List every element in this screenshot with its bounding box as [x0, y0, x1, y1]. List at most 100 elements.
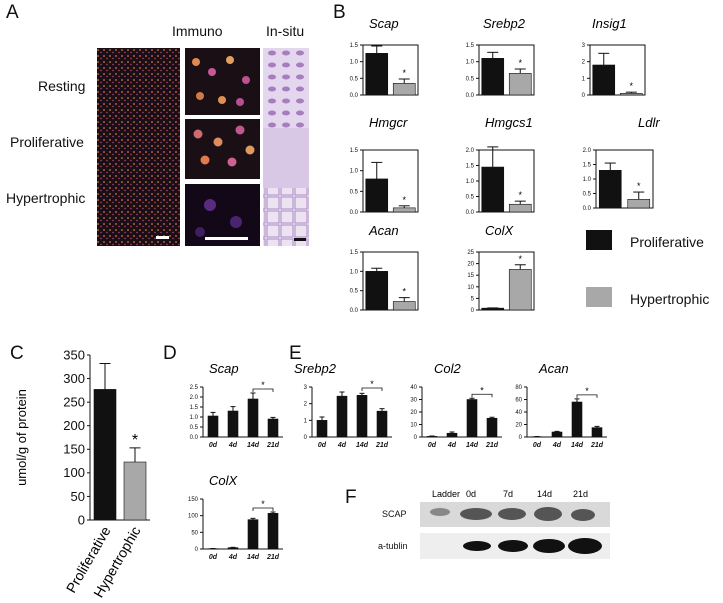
- colx_d-ytick-label: 100: [188, 514, 199, 520]
- colx_d-ytick-label: 50: [191, 530, 198, 536]
- srebp2_e-significance-star: *: [370, 379, 374, 389]
- colx_b-title: ColX: [485, 223, 515, 238]
- chart-scap-b: Scap 0.0 0.5 1.0 1.5 *: [350, 16, 419, 99]
- cholesterol_c-ytick-label: 100: [63, 465, 85, 480]
- row-label-hypertrophic: Hypertrophic: [6, 190, 86, 206]
- legend-label-proliferative: Proliferative: [630, 234, 704, 250]
- western-blot: Ladder 0d 7d 14d 21d: [420, 489, 610, 559]
- acan_b-ytick-label: 0.0: [350, 308, 359, 314]
- colx_d-ytick-label: 0: [195, 547, 199, 553]
- chart-acan-e: Acan 0 20 40 60 80 0d 4d 14d 21d *: [515, 361, 607, 449]
- colx_d-xtick-4d: 4d: [228, 554, 238, 561]
- hmgcr_b-frame: [362, 149, 419, 213]
- cholesterol_c-ytick-label: 50: [71, 489, 85, 504]
- cholesterol_c-significance-star: *: [132, 432, 138, 449]
- insig1_b-ytick-label: 0: [582, 93, 586, 99]
- hmgcs1_b-ytick-label: 2.0: [466, 148, 475, 154]
- insig1_b-significance-star: *: [629, 81, 633, 91]
- acan_e-bar-4d: [551, 431, 563, 438]
- scap_b-ytick-label: 0.5: [350, 76, 359, 82]
- srebp2_b-bar-proliferative: [481, 58, 505, 96]
- acan_b-title: Acan: [368, 223, 399, 238]
- ldlr_b-bar-hypertrophic: [627, 199, 651, 209]
- srebp2_e-ytick-label: 3: [304, 385, 308, 391]
- insig1_b-ytick-label: 2: [582, 60, 586, 66]
- srebp2_e-bar-21d: [376, 410, 388, 438]
- hmgcr_b-ytick-label: 1.5: [350, 148, 359, 154]
- hmgcs1_b-title: Hmgcs1: [485, 115, 533, 130]
- srebp2_e-ytick-label: 2: [304, 402, 308, 408]
- srebp2_e-bar-0d: [316, 420, 328, 438]
- acan_e-xtick-21d: 21d: [590, 442, 604, 449]
- srebp2_e-bar-14d: [356, 395, 368, 438]
- insig1_b-ytick-label: 1: [582, 76, 586, 82]
- chart-srebp2-e: Srebp2 0 1 2 3 0d 4d 14d 21d *: [294, 361, 392, 449]
- chart-scap-d: Scap 0.0 0.5 1.0 1.5 2.0 2.5 0d 4d 14d 21d *: [190, 361, 283, 449]
- insig1_b-bar-hypertrophic: [619, 93, 643, 96]
- acan_e-ytick-label: 40: [515, 410, 522, 416]
- srebp2_b-title: Srebp2: [483, 16, 526, 31]
- colx_b-ytick-label: 25: [467, 250, 474, 256]
- lane-label-ladder: Ladder: [432, 489, 460, 499]
- colx_b-bar-proliferative: [481, 307, 505, 311]
- colx_d-bar-14d: [247, 519, 259, 550]
- cholesterol_c-ylabel: umol/g of protein: [14, 389, 29, 486]
- scap_d-xtick-14d: 14d: [247, 442, 260, 449]
- panel-letter-c: C: [10, 343, 24, 364]
- chart-acan-b: Acan 0.0 0.5 1.0 1.5 *: [350, 223, 419, 314]
- colx_d-xtick-14d: 14d: [247, 554, 260, 561]
- acan_b-ytick-label: 0.5: [350, 289, 359, 295]
- insig1_b-frame: [589, 44, 646, 96]
- scap_d-xtick-0d: 0d: [209, 442, 218, 449]
- acan_b-frame: [362, 251, 419, 311]
- srebp2_e-bar-4d: [336, 395, 348, 438]
- colx_b-ytick-label: 0: [471, 308, 475, 314]
- colx_d-xtick-21d: 21d: [266, 554, 280, 561]
- scap_d-xtick-21d: 21d: [266, 442, 280, 449]
- scap_b-bar-hypertrophic: [392, 83, 416, 96]
- hmgcs1_b-bar-hypertrophic: [508, 203, 532, 213]
- insitu-upper-image: [263, 48, 309, 128]
- srebp2_b-ytick-label: 0.0: [466, 93, 475, 99]
- colx_d-ytick-label: 150: [188, 497, 199, 503]
- colx_d-title: ColX: [209, 473, 239, 488]
- hmgcr_b-bar-proliferative: [365, 178, 389, 213]
- srebp2_e-xtick-4d: 4d: [337, 442, 347, 449]
- acan_e-xtick-4d: 4d: [552, 442, 562, 449]
- legend-swatch-hypertrophic: [586, 287, 612, 307]
- lane-label-7d: 7d: [503, 489, 513, 499]
- scap_d-ytick-label: 1.5: [190, 405, 199, 411]
- colx_b-frame: [478, 251, 535, 311]
- cholesterol_c-ytick-label: 200: [63, 418, 85, 433]
- acan_b-bar-hypertrophic: [392, 301, 416, 311]
- scap_d-ytick-label: 2.0: [190, 395, 199, 401]
- ldlr_b-ytick-label: 2.0: [583, 148, 592, 154]
- srebp2_b-ytick-label: 1.0: [466, 60, 475, 66]
- acan_e-significance-star: *: [585, 386, 589, 396]
- lane-label-14d: 14d: [537, 489, 552, 499]
- immuno-overview-image: [97, 48, 180, 246]
- hmgcr_b-bar-hypertrophic: [392, 207, 416, 213]
- colx_b-significance-star: *: [518, 254, 522, 264]
- scap_d-xtick-4d: 4d: [228, 442, 238, 449]
- acan_b-bar-proliferative: [365, 271, 389, 311]
- acan_b-ytick-label: 1.5: [350, 250, 359, 256]
- column-label-immuno: Immuno: [172, 23, 223, 39]
- colx_d-bar-21d: [267, 513, 279, 550]
- col2_e-xtick-14d: 14d: [466, 442, 479, 449]
- colx_d-significance-star: *: [261, 499, 265, 509]
- scap_b-frame: [362, 44, 419, 96]
- col2_e-ytick-label: 40: [410, 385, 417, 391]
- cholesterol_c-ytick-label: 350: [63, 347, 85, 362]
- lane-label-0d: 0d: [466, 489, 476, 499]
- srebp2_b-significance-star: *: [518, 58, 522, 68]
- acan_e-ytick-label: 20: [515, 423, 522, 429]
- ldlr_b-significance-star: *: [637, 181, 641, 191]
- hmgcs1_b-ytick-label: 0.0: [466, 210, 475, 216]
- chart-hmgcr-b: Hmgcr 0.0 0.5 1.0 1.5 *: [350, 115, 419, 216]
- scap_b-ytick-label: 0.0: [350, 93, 359, 99]
- insig1_b-bar-proliferative: [592, 64, 616, 96]
- cholesterol_c-bar-hypertrophic: [123, 461, 147, 521]
- col2_e-bar-21d: [486, 417, 498, 438]
- scap_d-bar-21d: [267, 418, 279, 438]
